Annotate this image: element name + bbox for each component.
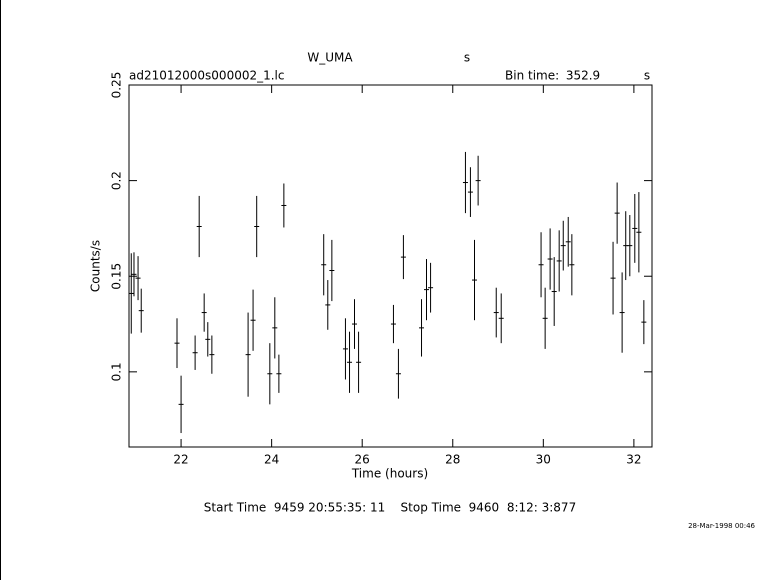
chart-title: W_UMA [307, 51, 353, 65]
x-axis-label: Time (hours) [351, 467, 428, 481]
y-tick-label: 0.1 [110, 362, 124, 381]
x-tick-label: 22 [173, 453, 188, 467]
x-tick-label: 30 [536, 453, 551, 467]
file-label: ad21012000s000002_1.lc [129, 69, 285, 83]
y-axis-label: Counts/s [89, 240, 103, 292]
bin-time-unit: s [644, 69, 650, 83]
bin-time: 352.9 [566, 69, 600, 83]
y-tick-label: 0.25 [110, 72, 124, 99]
x-tick-label: 28 [445, 453, 460, 467]
x-tick-label: 26 [355, 453, 370, 467]
date: 28-Mar-1998 00:46 [688, 522, 755, 530]
y-tick-label: 0.15 [110, 263, 124, 290]
footer: Start Time 9459 20:55:35: 11 Stop Time 9… [204, 501, 576, 515]
bin-time-label: Bin time: [505, 69, 559, 83]
plot-frame [128, 84, 653, 448]
y-tick-label: 0.2 [110, 171, 124, 190]
x-tick-label: 32 [626, 453, 641, 467]
x-tick-label: 24 [264, 453, 279, 467]
title-unit: s [464, 51, 470, 65]
